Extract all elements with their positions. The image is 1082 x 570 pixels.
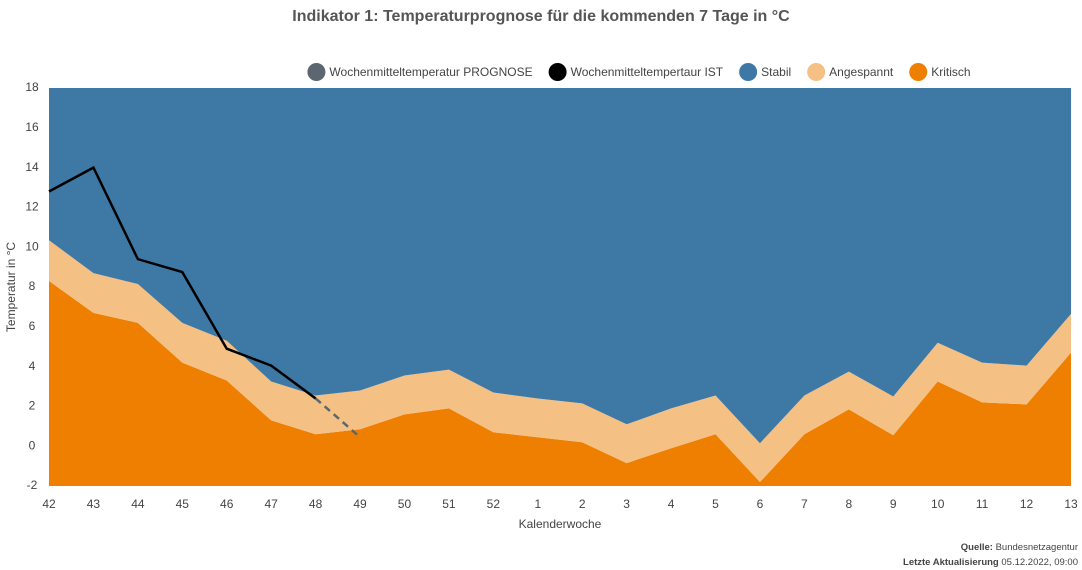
- updated-text: 05.12.2022, 09:00: [1001, 557, 1078, 568]
- plot-area: [49, 88, 1071, 486]
- y-tick-label: 14: [25, 160, 39, 174]
- x-tick-label: 43: [87, 497, 101, 511]
- source-text: Bundesnetzagentur: [996, 542, 1078, 553]
- y-axis-label: Temperatur in °C: [4, 242, 18, 332]
- source: Quelle: Bundesnetzagentur: [961, 542, 1078, 553]
- legend-label: Wochenmitteltemperatur PROGNOSE: [329, 65, 532, 79]
- x-tick-label: 2: [579, 497, 586, 511]
- legend-marker: [909, 63, 928, 81]
- area-4: [49, 281, 1071, 486]
- x-tick-label: 3: [623, 497, 630, 511]
- legend-marker: [739, 63, 758, 81]
- y-tick-label: 12: [25, 200, 39, 214]
- x-tick-label: 48: [309, 497, 323, 511]
- legend-marker: [548, 63, 567, 81]
- x-axis-label: Kalenderwoche: [519, 517, 602, 531]
- x-tick-label: 45: [176, 497, 190, 511]
- x-tick-label: 6: [757, 497, 764, 511]
- x-tick-label: 52: [487, 497, 501, 511]
- x-tick-label: 9: [890, 497, 897, 511]
- x-tick-label: 44: [131, 497, 145, 511]
- legend-label: Angespannt: [829, 65, 894, 79]
- legend-label: Wochenmitteltempertaur IST: [571, 65, 724, 79]
- y-tick-label: 16: [25, 120, 39, 134]
- x-tick-label: 10: [931, 497, 945, 511]
- source-label: Quelle:: [961, 542, 993, 553]
- y-tick-label: 2: [29, 399, 36, 413]
- y-tick-label: 4: [29, 359, 36, 373]
- x-tick-label: 50: [398, 497, 412, 511]
- legend-label: Kritisch: [931, 65, 970, 79]
- legend-label: Stabil: [761, 65, 791, 79]
- x-tick-label: 4: [668, 497, 675, 511]
- lines: [48, 165, 361, 439]
- x-tick-label: 8: [845, 497, 852, 511]
- y-tick-label: 10: [25, 239, 39, 253]
- x-tick-label: 12: [1020, 497, 1034, 511]
- x-tick-label: 5: [712, 497, 719, 511]
- legend-marker: [307, 63, 326, 81]
- y-tick-label: 6: [29, 319, 36, 333]
- x-tick-label: 51: [442, 497, 456, 511]
- legend: Wochenmitteltemperatur PROGNOSE Wochenmit…: [307, 63, 971, 81]
- legend-marker: [807, 63, 826, 81]
- x-tick-label: 1: [534, 497, 541, 511]
- y-tick-label: -2: [27, 478, 38, 492]
- x-tick-label: 7: [801, 497, 808, 511]
- x-tick-label: 42: [42, 497, 56, 511]
- x-tick-label: 11: [976, 497, 989, 511]
- updated-label: Letzte Aktualisierung: [903, 557, 999, 568]
- y-tick-label: 8: [29, 279, 36, 293]
- x-tick-label: 46: [220, 497, 234, 511]
- area-3: [49, 240, 1071, 483]
- updated: Letzte Aktualisierung 05.12.2022, 09:00: [903, 557, 1078, 568]
- x-tick-label: 49: [353, 497, 367, 511]
- line-series: [314, 397, 361, 439]
- y-tick-label: 18: [25, 80, 39, 94]
- x-tick-label: 13: [1064, 497, 1078, 511]
- chart-title: Indikator 1: Temperaturprognose für die …: [292, 8, 790, 25]
- area-2: [49, 88, 1071, 444]
- line-series: [48, 165, 317, 400]
- x-tick-label: 47: [264, 497, 278, 511]
- y-tick-label: 0: [29, 438, 36, 452]
